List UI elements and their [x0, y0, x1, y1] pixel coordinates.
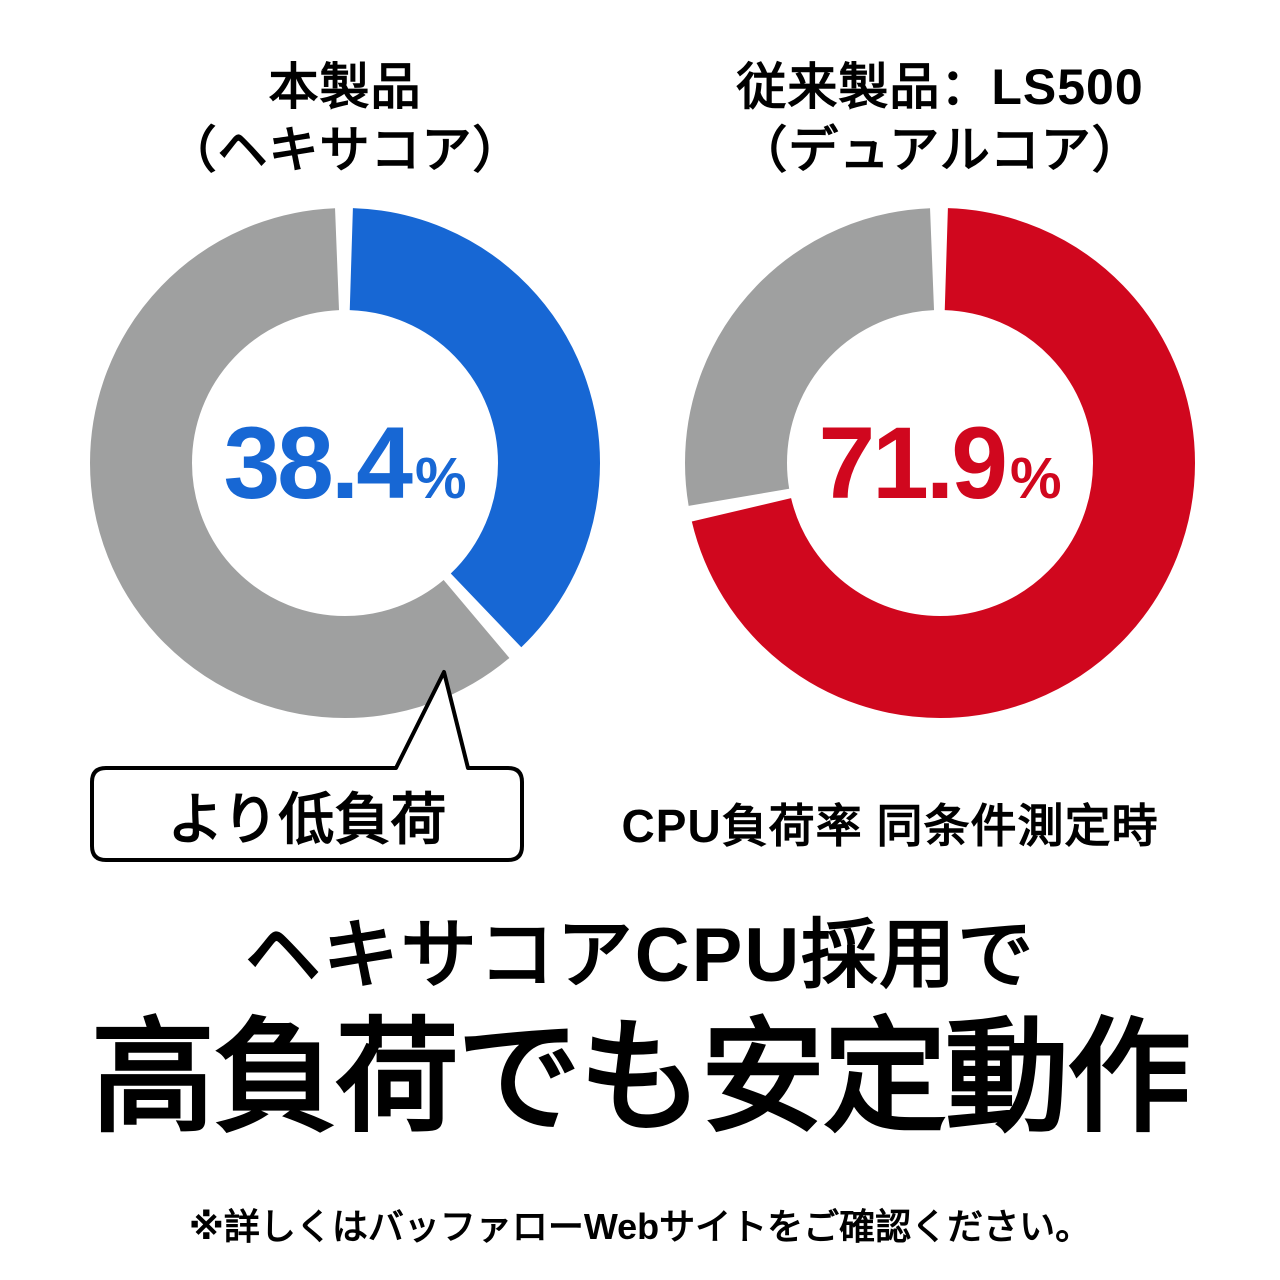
donut-value-hexacore: 38.4	[223, 405, 413, 520]
measurement-caption: CPU負荷率 同条件測定時	[621, 800, 1159, 852]
donut-center-label-hexacore: 38.4%	[90, 208, 600, 718]
callout-bubble	[90, 670, 524, 862]
donut-segment-load	[90, 208, 600, 718]
chart-ls500-title: 従来製品：LS500 （デュアルコア）	[685, 56, 1195, 182]
chart-ls500-title-line2: （デュアルコア）	[737, 122, 1143, 178]
donut-unit-hexacore: %	[414, 445, 467, 511]
footnote: ※詳しくはバッファローWebサイトをご確認ください。	[188, 1206, 1092, 1247]
donut-center-label-ls500: 71.9%	[685, 208, 1195, 718]
donut-chart-hexacore: 38.4%	[90, 208, 600, 718]
donut-unit-ls500: %	[1009, 445, 1062, 511]
headline-line2: 高負荷でも安定動作	[90, 1009, 1191, 1147]
donut-segment-rest	[685, 208, 1195, 718]
donut-svg-hexacore	[90, 208, 600, 718]
chart-hexacore-title: 本製品 （ヘキサコア）	[90, 56, 600, 182]
chart-hexacore: 本製品 （ヘキサコア） 38.4%	[90, 56, 600, 718]
donut-value-ls500: 71.9	[818, 405, 1008, 520]
chart-hexacore-title-line2: （ヘキサコア）	[166, 122, 524, 178]
callout-bubble-outline	[90, 670, 524, 862]
donut-segment-rest	[90, 208, 600, 718]
chart-hexacore-title-line1: 本製品	[268, 59, 422, 115]
chart-ls500: 従来製品：LS500 （デュアルコア） 71.9%	[685, 56, 1195, 718]
headline-line1: ヘキサコアCPU採用で	[244, 913, 1036, 998]
chart-ls500-title-line1: 従来製品：LS500	[736, 59, 1144, 115]
donut-segment-load	[685, 208, 1195, 718]
donut-svg-ls500	[685, 208, 1195, 718]
callout-label: より低負荷	[167, 787, 447, 851]
donut-chart-ls500: 71.9%	[685, 208, 1195, 718]
